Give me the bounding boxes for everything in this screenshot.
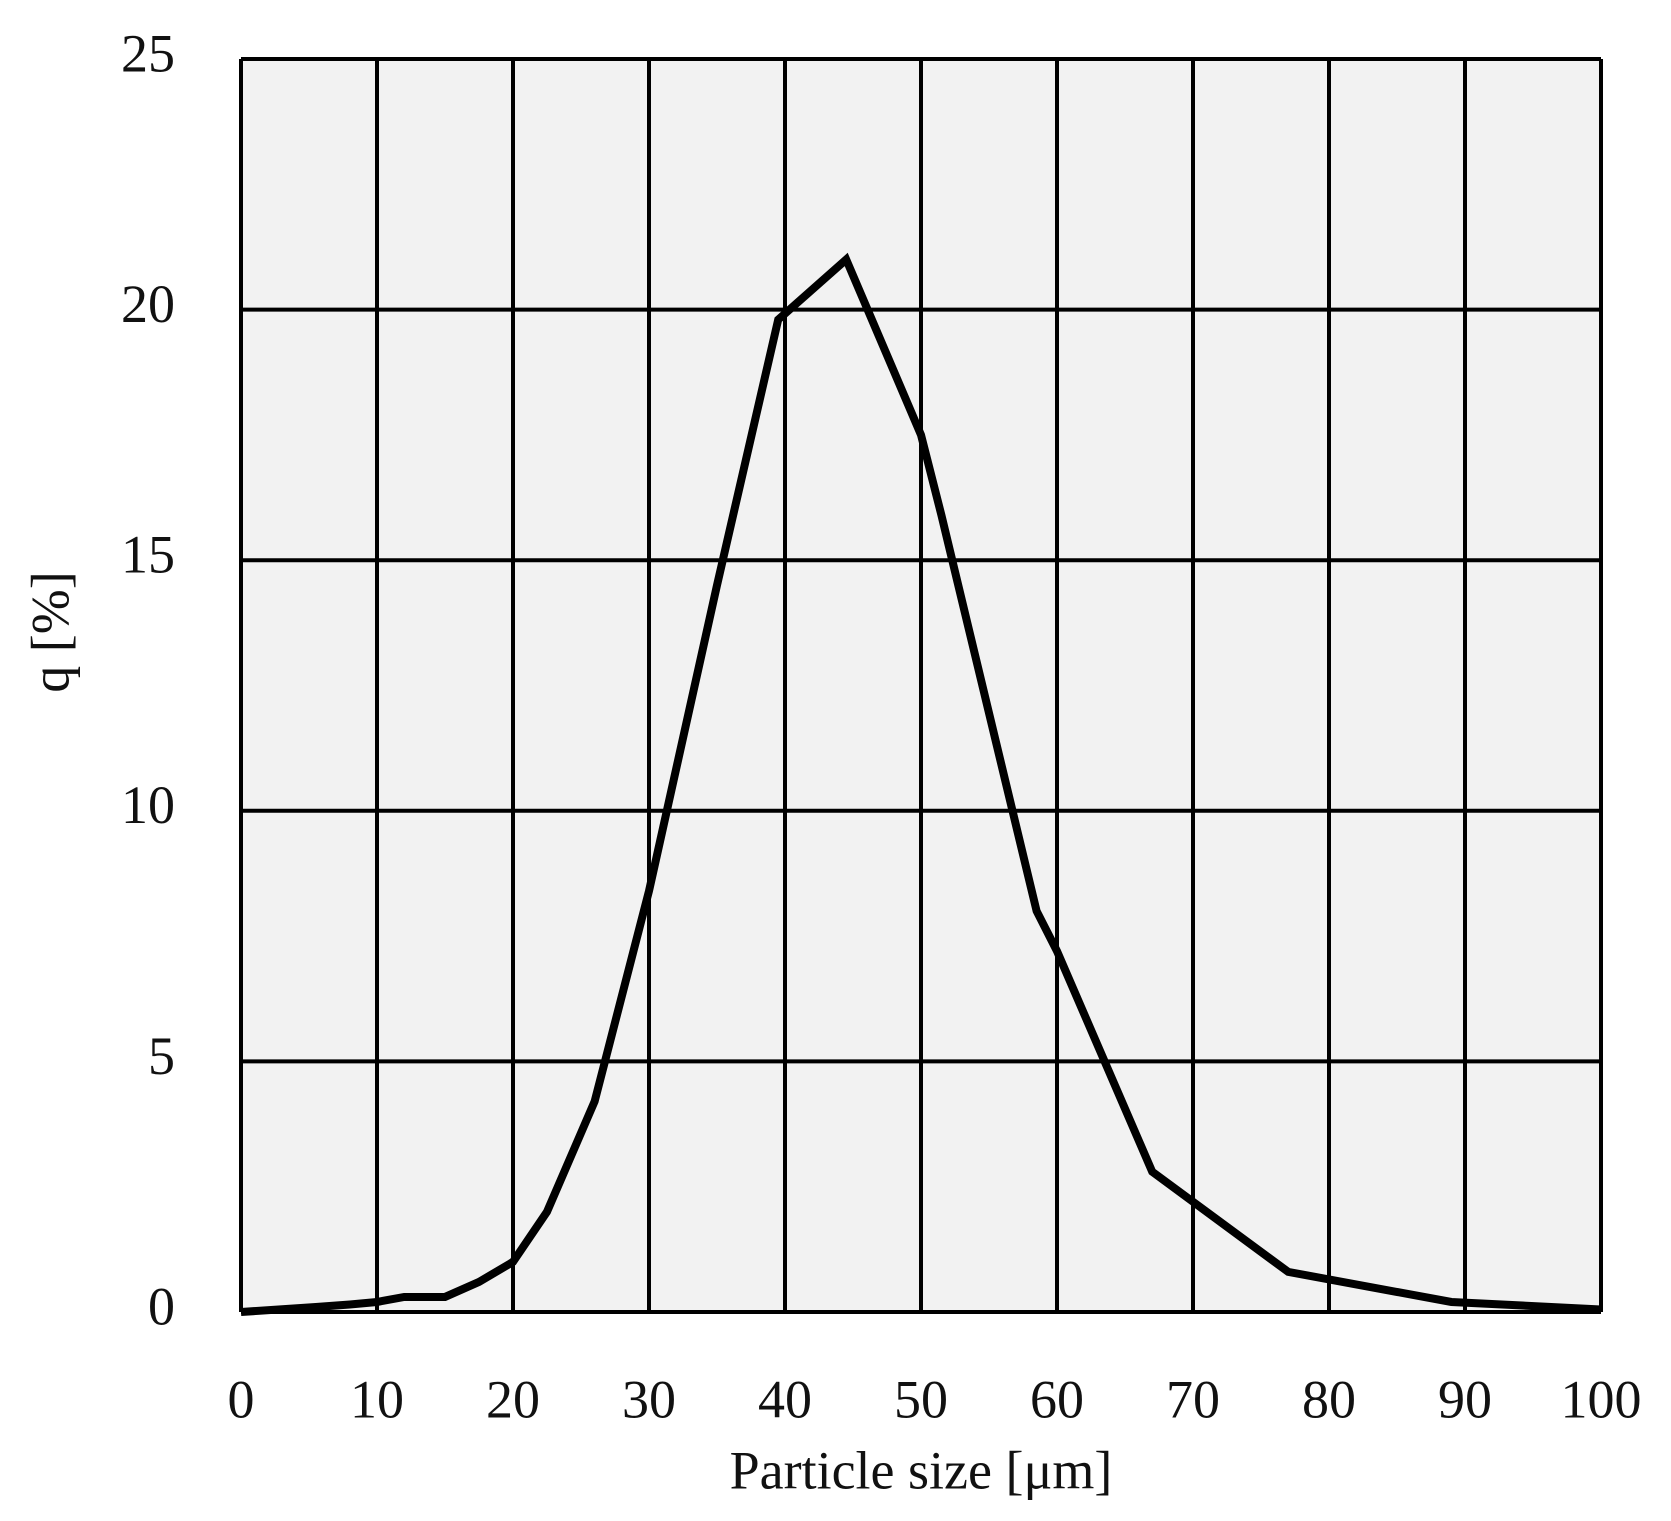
y-tick-label: 5	[148, 1026, 175, 1086]
x-tick-label: 60	[1030, 1369, 1084, 1429]
y-axis-label: q [%]	[20, 571, 80, 692]
data-line	[240, 252, 1602, 1316]
y-tick-label: 0	[148, 1276, 175, 1336]
y-tick-label: 20	[121, 274, 175, 334]
x-tick-label: 90	[1438, 1369, 1492, 1429]
x-tick-label: 80	[1302, 1369, 1356, 1429]
x-tick-label: 70	[1166, 1369, 1220, 1429]
y-tick-label: 25	[121, 23, 175, 83]
y-tick-label: 15	[121, 525, 175, 585]
x-tick-label: 10	[350, 1369, 404, 1429]
x-tick-label: 20	[486, 1369, 540, 1429]
x-axis-label: Particle size [μm]	[730, 1440, 1113, 1500]
x-tick-label: 0	[228, 1369, 255, 1429]
x-tick-label: 30	[622, 1369, 676, 1429]
x-tick-label: 50	[894, 1369, 948, 1429]
y-tick-label: 10	[121, 775, 175, 835]
x-tick-label: 100	[1561, 1369, 1642, 1429]
x-tick-label: 40	[758, 1369, 812, 1429]
